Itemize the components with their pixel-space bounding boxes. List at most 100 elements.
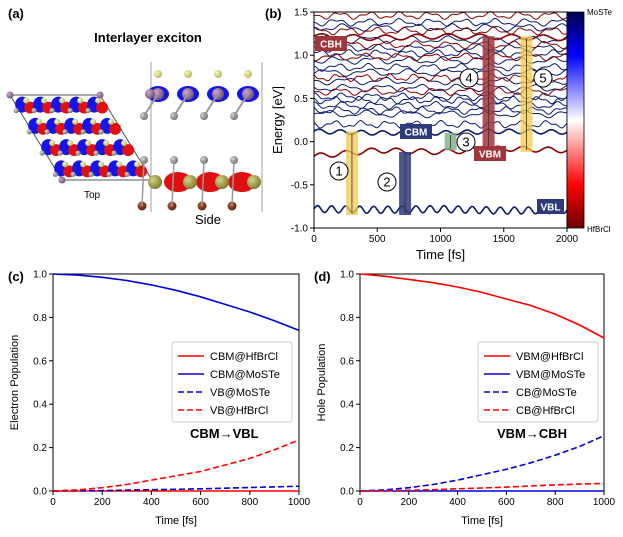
legend-entry: VBM@MoSTe [516,369,585,381]
x-tick-label: 1000 [429,234,452,245]
side-view-structure [137,62,263,212]
x-tick-label: 0 [311,234,317,245]
band-tag [474,146,506,161]
y-tick-label: -0.5 [291,180,309,191]
atom [214,70,222,78]
legend-entry: CBM@HfBrCl [210,351,278,363]
legend-entry: CB@HfBrCl [516,405,575,417]
step-marker [456,132,476,152]
legend-entry: VB@MoSTe [210,387,270,399]
bond [173,93,189,117]
step-marker [329,161,349,181]
orbital-blob [164,172,192,192]
atom [80,161,87,168]
panel-annotation: CBM→VBL [190,426,259,441]
x-tick-label: 1500 [493,234,516,245]
band-tag-cbh: CBH [320,40,342,51]
step-label: 5 [539,71,546,86]
atom [44,129,50,135]
atom [49,107,55,114]
series-vbm-at-hfbrcl [359,273,605,339]
panel-a: (a) Interlayer exciton Top Side [6,6,263,227]
x-tick-label: 200 [400,497,417,508]
atom [90,118,97,125]
band-line [313,17,568,27]
atom [72,118,79,125]
side-view-label: Side [195,212,221,227]
panel-a-label: (a) [8,6,24,21]
atom [36,118,43,125]
atom [116,161,123,168]
x-tick-label: 500 [369,234,386,245]
y-tick-label: 0.8 [340,313,354,324]
x-tick-label: 600 [498,497,515,508]
colorbar [566,11,585,229]
band-tag-vbm: VBM [479,150,501,161]
bond [231,159,235,207]
band-tag [315,36,347,51]
panel-b: (b) 1 2 3 4 5 CBH CBM VBM VBL 0 500 1000 1500 2000 -1.… [265,6,612,262]
y-tick-label: 0.8 [33,313,47,324]
y-tick-label: 1.5 [294,8,308,19]
y-tick-label: 0.2 [340,443,354,454]
atom [93,150,99,156]
series-vb-at-hfbrcl [52,439,300,492]
atom [62,161,69,168]
x-tick-label: 0 [50,497,56,508]
top-view-structure [6,91,156,184]
legend-box [171,341,293,423]
y-tick-label: 0.6 [340,356,354,367]
panel-d: (d) 0 200 400 600 800 1000 0.0 0.2 0.4 0.6 0.8 1.0 Ti… [314,269,616,527]
atom [41,97,48,104]
atom [80,129,86,135]
colorbar-top-label: MoSTe [587,8,612,17]
atom [215,175,229,189]
panel-label: (c) [8,269,24,284]
atom [85,107,91,114]
atom [67,140,74,147]
panel-label: (d) [314,269,331,284]
step-label: 2 [383,175,390,190]
x-tick-label: 800 [547,497,564,508]
band-line [313,11,568,20]
series-cb-at-moste [359,434,605,492]
atom [49,140,56,147]
top-view-label: Top [84,190,101,201]
x-tick-label: 200 [94,497,111,508]
y-axis-label: Electron Population [9,335,21,430]
atom [184,70,192,78]
x-tick-label: 2000 [556,234,579,245]
atom [52,171,58,177]
step-marker [459,68,479,88]
band-tag-vbl: VBL [541,203,561,214]
atom [58,176,66,184]
atom [95,97,102,104]
bond [233,93,249,117]
y-tick-label: 1.0 [33,270,47,281]
atom [13,107,19,114]
atom [77,97,84,104]
atom [59,97,66,104]
series-cbm-at-moste [52,273,300,332]
atom [62,129,68,135]
atom [96,91,104,99]
atom [57,150,63,156]
atom [75,150,81,156]
y-tick-label: 1.0 [294,51,308,62]
atom [244,70,252,78]
y-tick-label: 1.0 [340,270,354,281]
y-tick-label: 0.2 [33,443,47,454]
atom [88,171,94,177]
atom [124,171,130,177]
x-tick-label: 400 [143,497,160,508]
y-tick-label: 0.0 [33,487,47,498]
legend-entry: CBM@MoSTe [210,369,280,381]
y-tick-label: 0.4 [33,400,47,411]
atom [67,107,73,114]
panel-c: (c) 0 200 400 600 800 1000 0.0 0.2 0.4 0.6 0.8 1.0 Ti… [8,269,311,527]
atom [85,140,92,147]
x-tick-label: 800 [241,497,258,508]
x-tick-label: 400 [449,497,466,508]
atom [134,161,141,168]
